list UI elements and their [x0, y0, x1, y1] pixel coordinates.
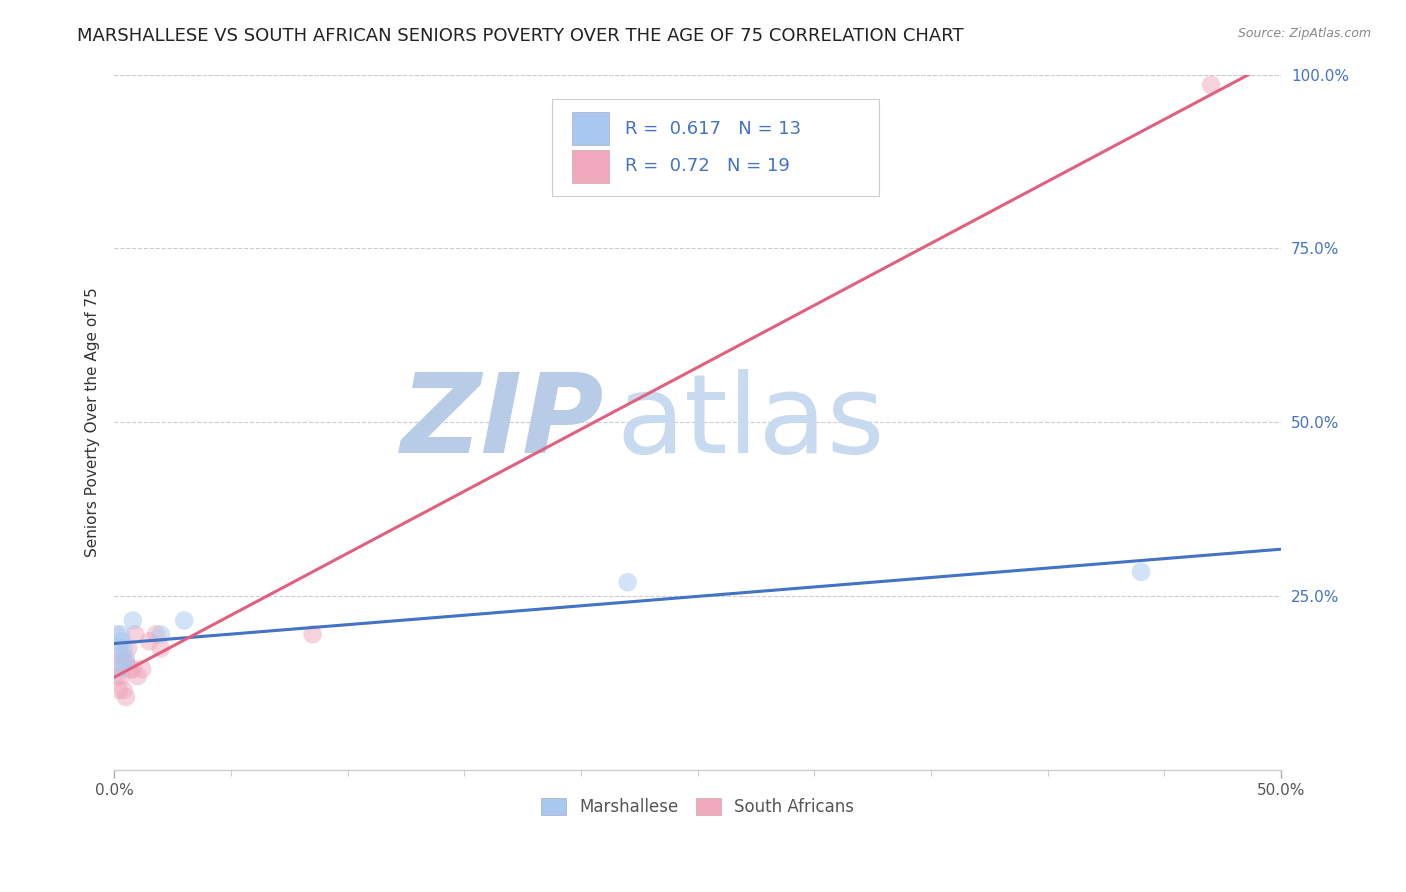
Point [124, 627, 146, 641]
Point [105, 627, 128, 641]
FancyBboxPatch shape [551, 99, 879, 196]
Point [108, 641, 131, 656]
Point [110, 634, 132, 648]
Point [121, 662, 143, 676]
Point [115, 651, 138, 665]
Point [120, 662, 142, 676]
Point [616, 575, 638, 590]
Point [115, 690, 138, 704]
Point [138, 634, 160, 648]
Text: R =  0.72   N = 19: R = 0.72 N = 19 [626, 157, 790, 176]
Point [108, 655, 131, 669]
Point [121, 614, 143, 628]
Point [149, 641, 172, 656]
Legend: Marshallese, South Africans: Marshallese, South Africans [533, 789, 862, 824]
Point [127, 669, 149, 683]
Point [149, 627, 172, 641]
Point [108, 662, 131, 676]
Point [108, 683, 131, 698]
Point [110, 648, 132, 663]
Point [112, 641, 135, 656]
Point [110, 627, 132, 641]
Point [1199, 78, 1222, 92]
Point [131, 662, 153, 676]
Point [301, 627, 323, 641]
Text: R =  0.617   N = 13: R = 0.617 N = 13 [626, 120, 801, 137]
Point [112, 683, 135, 698]
Text: Source: ZipAtlas.com: Source: ZipAtlas.com [1237, 27, 1371, 40]
Point [112, 655, 135, 669]
Point [1130, 565, 1153, 579]
FancyBboxPatch shape [572, 112, 609, 145]
Y-axis label: Seniors Poverty Over the Age of 75: Seniors Poverty Over the Age of 75 [86, 287, 100, 558]
Text: atlas: atlas [616, 368, 884, 475]
Point [145, 627, 167, 641]
Point [117, 641, 139, 656]
Point [115, 655, 138, 669]
Text: MARSHALLESE VS SOUTH AFRICAN SENIORS POVERTY OVER THE AGE OF 75 CORRELATION CHAR: MARSHALLESE VS SOUTH AFRICAN SENIORS POV… [77, 27, 965, 45]
FancyBboxPatch shape [572, 150, 609, 183]
Point [173, 614, 195, 628]
Point [105, 669, 128, 683]
Point [110, 669, 132, 683]
Text: ZIP: ZIP [401, 368, 605, 475]
